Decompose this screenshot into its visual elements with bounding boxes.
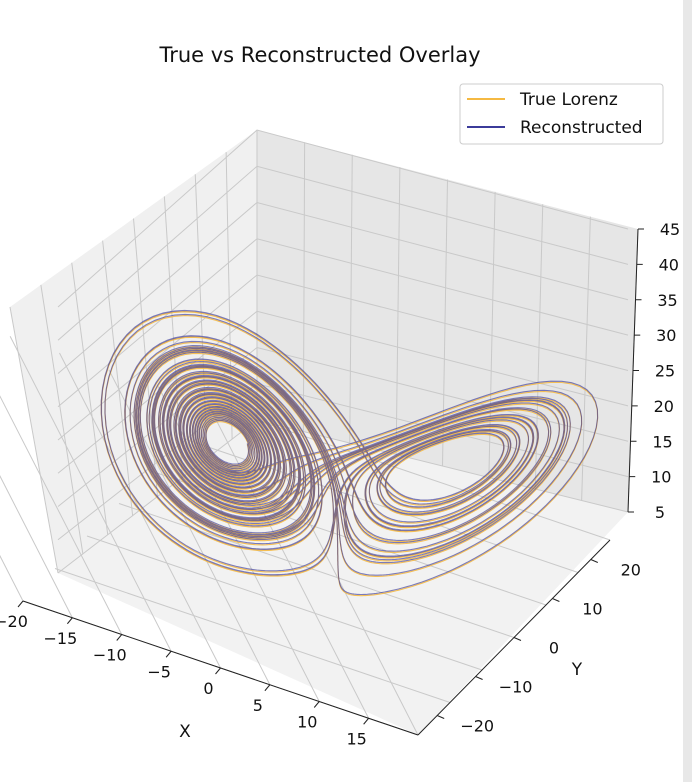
x-tick [66, 617, 73, 625]
floor-grid-line-y [214, 405, 611, 541]
z-tick-label: 25 [655, 362, 675, 381]
x-axis-label: X [179, 722, 191, 742]
side-wall-grid-line [9, 306, 59, 574]
z-tick-label: 40 [659, 255, 679, 274]
y-tick-label: −20 [460, 717, 494, 736]
y-tick-label: −10 [499, 678, 533, 697]
z-tick-label: 45 [660, 220, 680, 239]
legend-label-true-lorenz: True Lorenz [519, 90, 618, 110]
side-wall-grid-line [71, 262, 109, 535]
legend-label-reconstructed: Reconstructed [520, 118, 643, 138]
x-tick-label: 5 [253, 696, 263, 715]
chart-title: True vs Reconstructed Overlay [158, 43, 480, 67]
y-tick [475, 676, 483, 680]
legend-frame [459, 83, 664, 145]
z-tick-label: 30 [656, 326, 676, 345]
trajectories [100, 309, 599, 597]
y-tick-label: 20 [621, 561, 641, 580]
x-tick-label: 10 [297, 713, 317, 732]
x-tick [165, 650, 172, 658]
floor-grid-line-y [86, 535, 483, 671]
x-tick [363, 717, 370, 725]
legend: True Lorenz Reconstructed [459, 83, 664, 145]
y-tick [590, 559, 598, 563]
z-tick-label: 35 [657, 291, 677, 310]
y-tick [437, 715, 445, 719]
z-tick-label: 20 [654, 397, 674, 416]
floor-grid-line-y [118, 503, 515, 638]
floor-grid-line-x [0, 475, 73, 618]
x-tick [17, 600, 24, 608]
wall-grid-line-z [57, 165, 629, 341]
x-tick-label: −5 [147, 662, 171, 681]
x-tick [264, 684, 271, 692]
x-tick-label: −15 [43, 629, 77, 648]
y-tick-label: 10 [582, 600, 602, 619]
x-tick [215, 667, 221, 675]
x-tick [313, 701, 320, 708]
x-tick-label: 15 [346, 729, 366, 748]
x-tick-label: 0 [203, 679, 213, 698]
x-tick-label: −20 [0, 612, 28, 631]
y-axis-label: Y [571, 660, 583, 680]
tick-group: −20 −15 −10 −5 0 5 10 15 −20 −10 0 10 20 5 10 15 20 25 30 3… [0, 220, 680, 748]
x-tick-label: −10 [93, 646, 127, 665]
series-reconstructed-line [100, 309, 599, 596]
wall-grid-line-z [57, 274, 629, 441]
y-tick-label: 0 [549, 639, 559, 658]
floor-grid-line-y [54, 568, 451, 703]
side-wall-grid-line [225, 152, 233, 440]
back-wall-grid-line [534, 204, 544, 490]
wall-grid-line-z [57, 201, 629, 374]
page-scrollbar[interactable] [683, 0, 692, 782]
wall-grid-line-z [57, 238, 629, 408]
y-tick [552, 598, 560, 602]
z-tick-label: 5 [655, 503, 665, 522]
back-wall-grid-line [581, 216, 591, 501]
side-wall-grid-line [40, 284, 84, 554]
y-tick [513, 637, 522, 641]
x-tick [116, 634, 123, 641]
wall-grid-line-z [57, 310, 629, 474]
z-tick-label: 10 [651, 468, 671, 487]
wall-grid-line-z [57, 129, 629, 308]
side-wall-grid-line [102, 240, 134, 516]
z-tick-label: 15 [652, 432, 672, 451]
